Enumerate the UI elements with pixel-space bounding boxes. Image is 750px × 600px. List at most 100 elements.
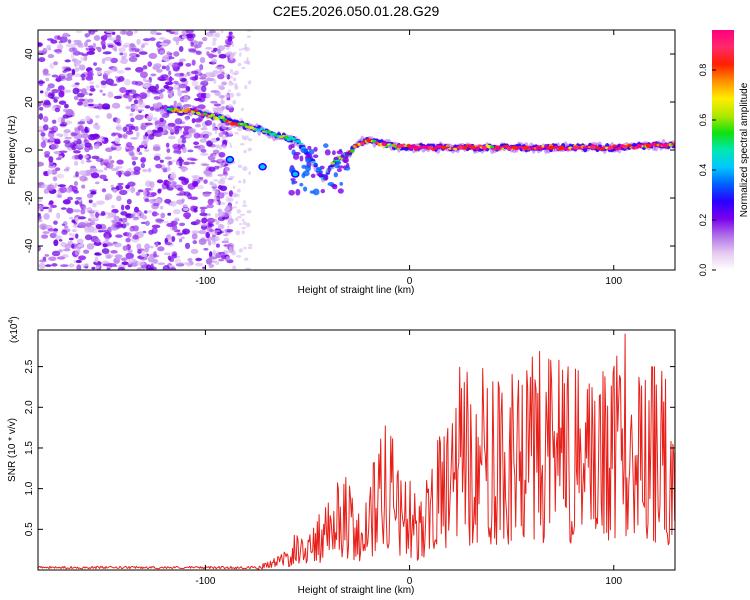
noise-speckle [133,30,139,34]
noise-speckle [90,209,99,213]
noise-speckle [166,86,174,91]
noise-speckle [52,176,58,182]
noise-speckle [191,175,200,179]
noise-speckle [216,250,219,255]
noise-speckle [71,233,76,240]
noise-speckle [231,251,236,256]
noise-speckle [225,205,230,212]
noise-speckle [61,66,66,70]
noise-speckle [119,52,124,56]
noise-speckle [157,262,166,266]
noise-speckle [102,158,112,163]
noise-speckle [78,170,87,176]
noise-speckle [178,238,183,243]
noise-speckle [93,62,98,66]
noise-speckle [248,80,252,85]
noise-speckle [38,42,42,47]
noise-speckle [139,92,148,100]
noise-speckle [127,146,135,151]
noise-speckle [243,246,247,250]
noise-speckle [197,88,202,93]
noise-speckle [156,102,163,108]
ridge-peak [590,145,596,150]
noise-speckle [57,194,63,198]
noise-speckle [170,200,177,207]
noise-speckle [71,132,78,137]
noise-speckle [112,67,118,72]
noise-speckle [91,227,98,231]
noise-speckle [234,192,237,197]
noise-speckle [95,211,100,219]
noise-speckle [198,230,207,235]
noise-speckle [180,166,189,172]
noise-speckle [60,121,68,127]
noise-speckle [212,185,217,189]
noise-speckle [80,263,89,267]
noise-speckle [214,130,218,135]
noise-speckle [95,115,100,119]
noise-speckle [101,58,106,65]
noise-speckle [99,89,103,93]
noise-speckle [168,236,173,244]
noise-speckle [136,131,140,138]
noise-speckle [232,72,238,76]
noise-speckle [92,202,97,208]
noise-speckle [112,221,116,229]
snr-xlabel: Height of straight line (km) [298,585,415,596]
noise-speckle [236,126,243,132]
noise-speckle [118,126,122,131]
noise-speckle [200,222,209,227]
noise-speckle [221,30,224,34]
ridge-cell [295,188,301,196]
noise-speckle [75,259,82,264]
noise-speckle [86,51,95,55]
noise-speckle [135,67,144,72]
noise-speckle [114,137,121,144]
ridge-cell [316,167,323,171]
noise-speckle [128,56,138,63]
ridge-cell [305,157,312,164]
noise-speckle [53,220,58,225]
noise-speckle [246,35,251,38]
noise-speckle [165,142,170,148]
noise-speckle [166,50,171,56]
noise-speckle [94,256,99,263]
ridge-cell [242,122,247,127]
noise-speckle [48,160,55,167]
noise-speckle [209,218,218,222]
noise-speckle [199,57,206,64]
noise-speckle [214,260,220,266]
noise-speckle [214,236,221,242]
noise-speckle [173,84,177,90]
noise-speckle [191,230,200,234]
noise-speckle [225,256,231,261]
noise-speckle [142,168,149,173]
noise-speckle [178,58,187,62]
noise-speckle [157,218,164,224]
noise-speckle [188,49,197,53]
noise-speckle [131,104,140,110]
noise-speckle [178,161,183,167]
ridge-peak [291,170,300,178]
noise-speckle [241,230,245,235]
noise-speckle [142,262,147,269]
noise-speckle [38,219,43,223]
noise-speckle [152,146,161,152]
noise-speckle [173,31,179,36]
ridge-cell [312,154,319,159]
noise-speckle [47,228,55,232]
noise-speckle [156,68,163,73]
noise-speckle [91,155,100,160]
noise-speckle [78,255,87,261]
noise-speckle [83,206,87,211]
noise-speckle [63,132,69,138]
ridge-cell [331,184,338,190]
noise-speckle [80,73,86,79]
noise-speckle [71,68,76,76]
noise-speckle [242,221,247,225]
noise-speckle [44,153,50,158]
noise-speckle [43,188,49,194]
noise-speckle [111,219,119,224]
noise-speckle [110,167,119,172]
y-tick-label: -20 [24,190,35,205]
